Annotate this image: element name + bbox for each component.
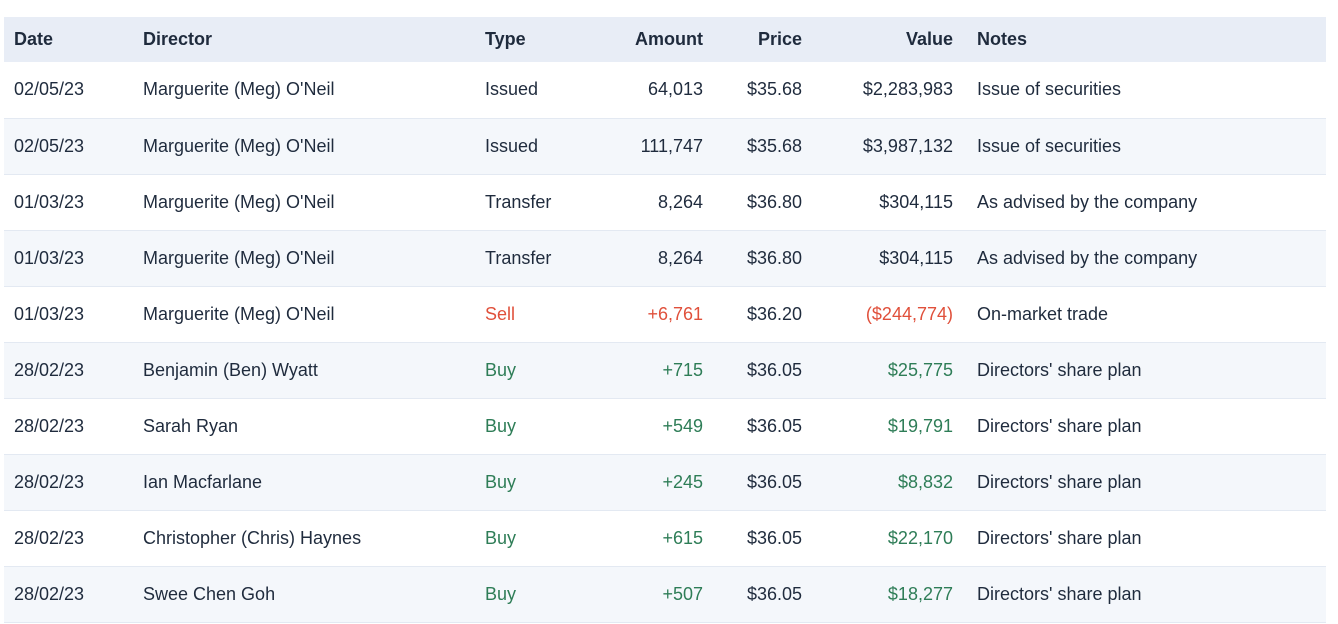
cell-value: $8,832	[897, 471, 953, 492]
cell-amount: +615	[662, 527, 703, 548]
table-row: 28/02/23 Sarah Ryan Buy +549 $36.05 $19,791 Di…	[4, 398, 1326, 454]
cell-notes: Issue of securities	[977, 79, 1122, 100]
cell-date: 28/02/23	[14, 471, 85, 492]
cell-amount: 8,264	[657, 247, 703, 268]
cell-notes: Directors' share plan	[977, 527, 1142, 548]
cell-date: 28/02/23	[14, 583, 85, 604]
cell-type: Buy	[485, 527, 517, 548]
cell-price: $36.80	[746, 191, 802, 212]
cell-director: Ian Macfarlane	[143, 471, 263, 492]
cell-price: $36.05	[746, 583, 802, 604]
cell-type: Buy	[485, 471, 517, 492]
column-header-notes: Notes	[963, 17, 1326, 62]
cell-value: $2,283,983	[862, 79, 953, 100]
cell-price: $36.05	[746, 359, 802, 380]
cell-director: Marguerite (Meg) O'Neil	[143, 303, 335, 324]
cell-price: $36.05	[746, 527, 802, 548]
cell-amount: +6,761	[647, 303, 703, 324]
cell-notes: As advised by the company	[977, 247, 1198, 268]
cell-type: Buy	[485, 359, 517, 380]
cell-value: $304,115	[879, 191, 953, 212]
cell-price: $36.05	[746, 415, 802, 436]
cell-date: 01/03/23	[14, 247, 85, 268]
cell-notes: On-market trade	[977, 303, 1109, 324]
table-header-row: Date Director Type Amount Price Value Notes	[4, 17, 1326, 62]
column-header-director: Director	[133, 17, 475, 62]
cell-price: $35.68	[746, 79, 802, 100]
column-header-amount: Amount	[565, 17, 713, 62]
cell-value: $19,791	[887, 415, 953, 436]
cell-date: 28/02/23	[14, 527, 85, 548]
cell-amount: +507	[662, 583, 703, 604]
cell-notes: As advised by the company	[977, 191, 1198, 212]
column-header-type: Type	[475, 17, 565, 62]
cell-notes: Directors' share plan	[977, 359, 1142, 380]
cell-director: Marguerite (Meg) O'Neil	[143, 135, 335, 156]
table-row: 01/03/23 Marguerite (Meg) O'Neil Sell +6,76…	[4, 286, 1326, 342]
cell-price: $36.20	[746, 303, 802, 324]
cell-date: 02/05/23	[14, 135, 85, 156]
cell-director: Marguerite (Meg) O'Neil	[143, 247, 335, 268]
cell-value: ($244,774)	[865, 303, 953, 324]
cell-amount: 64,013	[647, 79, 703, 100]
cell-director: Marguerite (Meg) O'Neil	[143, 79, 335, 100]
cell-price: $36.80	[746, 247, 802, 268]
cell-type: Issued	[485, 79, 539, 100]
cell-date: 01/03/23	[14, 303, 85, 324]
cell-price: $35.68	[746, 135, 802, 156]
cell-date: 01/03/23	[14, 191, 85, 212]
director-transactions-table: Date Director Type Amount Price Value Notes 02…	[4, 17, 1326, 623]
cell-date: 28/02/23	[14, 359, 85, 380]
column-header-value: Value	[812, 17, 963, 62]
cell-date: 28/02/23	[14, 415, 85, 436]
cell-price: $36.05	[746, 471, 802, 492]
cell-notes: Directors' share plan	[977, 415, 1142, 436]
cell-amount: 8,264	[657, 191, 703, 212]
table-row: 28/02/23 Christopher (Chris) Haynes Buy +61…	[4, 510, 1326, 566]
cell-type: Buy	[485, 415, 517, 436]
table-row: 28/02/23 Ian Macfarlane Buy +245 $36.05 $8,83…	[4, 454, 1326, 510]
column-header-date: Date	[4, 17, 133, 62]
cell-amount: +549	[662, 415, 703, 436]
cell-notes: Directors' share plan	[977, 471, 1142, 492]
cell-amount: +715	[662, 359, 703, 380]
cell-value: $25,775	[887, 359, 953, 380]
cell-type: Issued	[485, 135, 539, 156]
cell-director: Christopher (Chris) Haynes	[143, 527, 362, 548]
cell-type: Buy	[485, 583, 517, 604]
table-row: 01/03/23 Marguerite (Meg) O'Neil Transfer 8…	[4, 174, 1326, 230]
cell-value: $304,115	[879, 247, 953, 268]
cell-date: 02/05/23	[14, 79, 85, 100]
cell-director: Swee Chen Goh	[143, 583, 276, 604]
table-row: 01/03/23 Marguerite (Meg) O'Neil Transfer 8…	[4, 230, 1326, 286]
cell-amount: 111,747	[640, 135, 703, 156]
cell-type: Sell	[485, 303, 516, 324]
cell-director: Benjamin (Ben) Wyatt	[143, 359, 318, 380]
table-row: 28/02/23 Swee Chen Goh Buy +507 $36.05 $18,27…	[4, 566, 1326, 622]
table-row: 02/05/23 Marguerite (Meg) O'Neil Issued 111…	[4, 118, 1326, 174]
cell-notes: Directors' share plan	[977, 583, 1142, 604]
cell-value: $22,170	[887, 527, 953, 548]
table-row: 28/02/23 Benjamin (Ben) Wyatt Buy +715 $36.0…	[4, 342, 1326, 398]
table-body: 02/05/23 Marguerite (Meg) O'Neil Issued 64,…	[4, 62, 1326, 622]
column-header-price: Price	[713, 17, 812, 62]
cell-director: Marguerite (Meg) O'Neil	[143, 191, 335, 212]
cell-amount: +245	[662, 471, 703, 492]
cell-notes: Issue of securities	[977, 135, 1122, 156]
cell-type: Transfer	[485, 191, 552, 212]
cell-director: Sarah Ryan	[143, 415, 239, 436]
cell-value: $3,987,132	[862, 135, 953, 156]
table-row: 02/05/23 Marguerite (Meg) O'Neil Issued 64,…	[4, 62, 1326, 118]
cell-type: Transfer	[485, 247, 552, 268]
cell-value: $18,277	[887, 583, 953, 604]
